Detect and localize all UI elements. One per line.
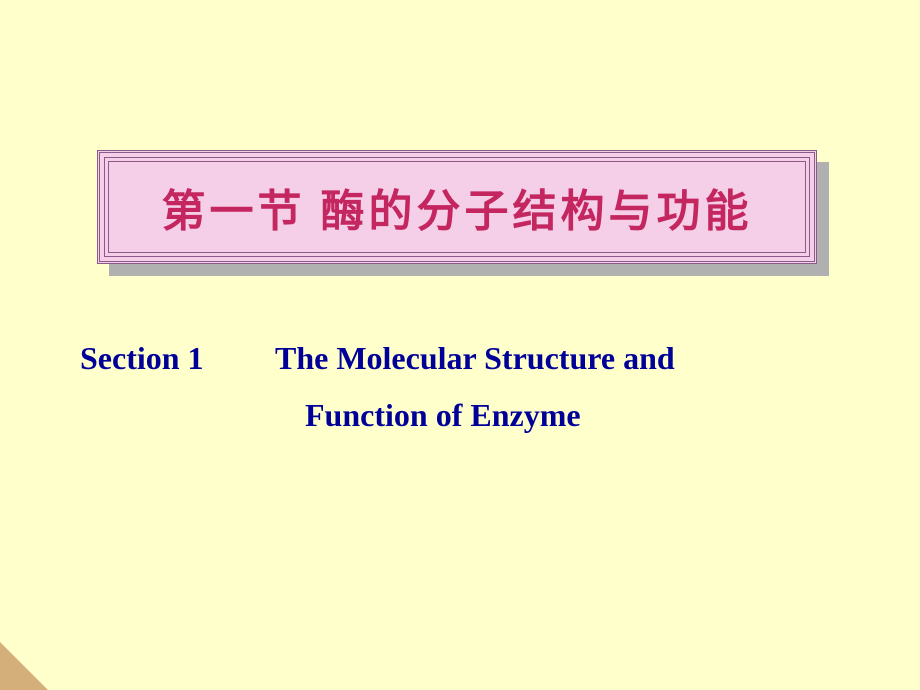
english-subtitle: Section 1 The Molecular Structure and Fu… <box>80 340 840 434</box>
subtitle-line-2: Function of Enzyme <box>305 397 840 434</box>
corner-fold-icon <box>0 642 48 690</box>
subtitle-line-1: Section 1 The Molecular Structure and <box>80 340 840 377</box>
title-box: 第一节 酶的分子结构与功能 <box>97 150 817 264</box>
section-label: Section 1 <box>80 340 204 377</box>
subtitle-text-1: The Molecular Structure and <box>275 340 675 376</box>
chinese-title: 第一节 酶的分子结构与功能 <box>162 175 753 239</box>
